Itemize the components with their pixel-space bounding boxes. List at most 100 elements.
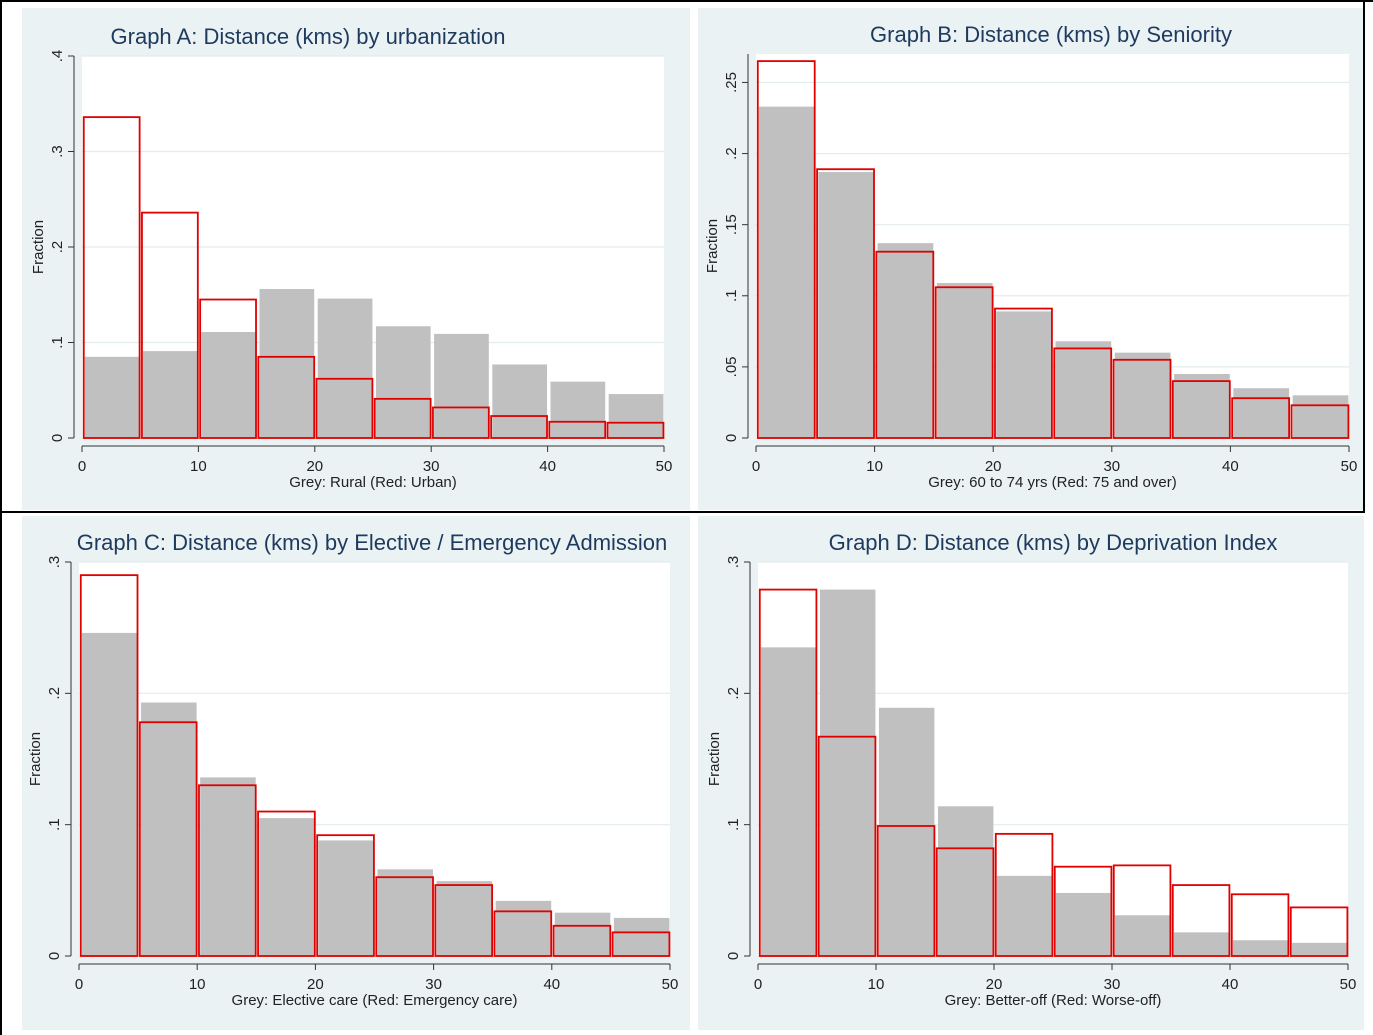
red-bar	[1171, 380, 1231, 439]
grey-bar	[81, 632, 138, 956]
y-tick-label: 0	[723, 434, 740, 442]
grey-bar	[1174, 374, 1230, 438]
y-tick-label: .1	[725, 818, 742, 831]
grey-bar	[550, 381, 606, 438]
graph-a-panel: 0 10 20 30 40 50 0 .1 .2 .3 .4 Graph A: Distance (k…	[22, 8, 690, 510]
red-bar	[935, 847, 995, 957]
red-bar	[1231, 397, 1291, 439]
red-bar	[257, 810, 316, 957]
grey-bar	[259, 818, 315, 956]
grey-bar	[1114, 352, 1171, 438]
red-bar	[199, 298, 257, 439]
graph-b-panel: 0 10 20 30 40 50 0 .05 .1 .15 .2 .25 Graph B: Distan…	[698, 8, 1364, 510]
grey-bar	[377, 869, 434, 956]
y-tick-label: .15	[723, 214, 740, 235]
grey-bar	[554, 912, 611, 956]
grey-bar	[818, 172, 875, 439]
top-border	[0, 0, 1373, 2]
x-tick-label: 30	[423, 458, 440, 475]
x-tick-label: 0	[78, 458, 86, 475]
red-bar	[1112, 864, 1172, 957]
x-tick-label: 40	[539, 458, 556, 475]
grey-bar	[819, 589, 876, 956]
red-bar	[1230, 893, 1290, 957]
x-tick-label: 50	[1341, 458, 1358, 475]
left-border	[0, 0, 2, 1035]
chart-title: Graph D: Distance (kms) by Deprivation I…	[829, 530, 1278, 555]
graph-d-panel: 0 10 20 30 40 50 0 .1 .2 .3 Graph D: Distance (kms…	[698, 516, 1364, 1030]
x-tick-label: 40	[1222, 976, 1239, 993]
red-bar	[257, 355, 316, 439]
red-bar	[1290, 404, 1350, 439]
x-tick-label: 10	[189, 976, 206, 993]
red-bar	[138, 721, 198, 957]
grey-bar	[760, 647, 817, 956]
x-axis-label: Grey: Better-off (Red: Worse-off)	[945, 992, 1162, 1009]
red-bar	[198, 784, 257, 957]
grey-bar	[613, 917, 670, 956]
x-tick-label: 30	[1104, 976, 1121, 993]
y-tick-label: .1	[46, 818, 63, 831]
grey-bar	[996, 875, 1053, 956]
grey-bar	[143, 351, 198, 438]
y-tick-label: .2	[723, 147, 740, 160]
x-tick-label: 20	[985, 458, 1002, 475]
red-bar	[141, 211, 199, 439]
red-bar	[934, 286, 994, 439]
grey-bar	[937, 806, 994, 956]
y-tick-label: .1	[49, 336, 66, 349]
grey-bar	[1055, 892, 1112, 956]
x-tick-label: 40	[543, 976, 560, 993]
y-tick-label: 0	[49, 434, 66, 442]
grey-bar	[878, 707, 935, 956]
grey-bar	[492, 364, 548, 438]
red-bar	[552, 924, 612, 957]
y-tick-label: .3	[49, 145, 66, 158]
x-tick-label: 20	[986, 976, 1003, 993]
red-bar	[1053, 347, 1113, 439]
x-tick-label: 30	[1103, 458, 1120, 475]
x-tick-label: 50	[1340, 976, 1357, 993]
red-bar	[606, 421, 665, 439]
grey-bar	[84, 356, 140, 438]
y-tick-label: .1	[723, 290, 740, 303]
x-axis-label: Grey: Rural (Red: Urban)	[289, 474, 457, 491]
grey-bar	[1233, 388, 1290, 438]
grey-bar	[1055, 341, 1112, 438]
x-tick-label: 50	[656, 458, 673, 475]
red-bar	[1112, 358, 1172, 439]
red-bar	[490, 415, 548, 439]
grey-bar	[375, 326, 431, 438]
chart-title: Graph A: Distance (kms) by urbanization	[111, 24, 506, 49]
y-tick-label: .25	[723, 72, 740, 93]
red-bar	[1053, 865, 1113, 957]
y-tick-label: 0	[725, 952, 742, 960]
x-axis-label: Grey: Elective care (Red: Emergency care…	[232, 992, 518, 1009]
grey-bar	[317, 298, 373, 438]
y-tick-label: .2	[46, 687, 63, 700]
red-bar	[79, 574, 139, 957]
x-tick-label: 40	[1222, 458, 1239, 475]
red-bar	[994, 832, 1054, 957]
y-axis-label: Fraction	[706, 732, 723, 786]
grey-bar	[318, 840, 374, 956]
grey-bar	[200, 777, 256, 956]
grey-bar	[877, 243, 934, 438]
grey-bar	[1292, 395, 1349, 438]
red-bar	[548, 420, 607, 439]
y-tick-label: .2	[49, 241, 66, 254]
red-bar	[432, 406, 490, 439]
y-tick-label: .4	[49, 50, 66, 63]
grey-bar	[259, 289, 315, 438]
grey-bar	[495, 900, 552, 956]
red-bar	[434, 884, 494, 957]
chart-2-svg: 0 10 20 30 40 50 0 .1 .2 .3 Graph C: Distance (kms…	[27, 530, 678, 1009]
y-tick-label: 0	[46, 952, 63, 960]
chart-3-svg: 0 10 20 30 40 50 0 .1 .2 .3 Graph D: Distance (kms…	[706, 530, 1357, 1009]
x-axis-label: Grey: 60 to 74 yrs (Red: 75 and over)	[928, 474, 1176, 491]
x-tick-label: 20	[306, 458, 323, 475]
grey-bar	[758, 106, 815, 438]
chart-1-svg: 0 10 20 30 40 50 0 .05 .1 .15 .2 .25 Graph B: Distan…	[704, 22, 1358, 491]
middle-divider	[0, 511, 1365, 513]
